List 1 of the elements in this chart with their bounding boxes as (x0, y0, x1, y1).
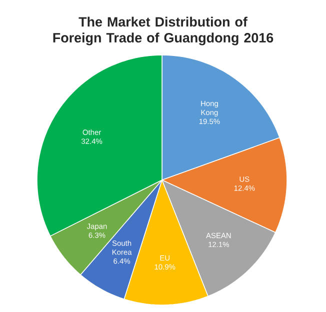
chart-title: The Market Distribution of Foreign Trade of Guangdong 2016 (53, 16, 274, 46)
